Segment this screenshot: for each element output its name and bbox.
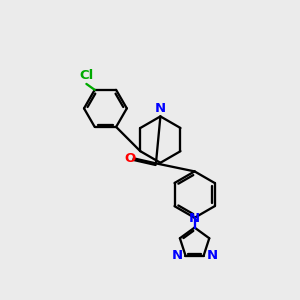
Text: Cl: Cl <box>79 69 94 82</box>
Text: N: N <box>207 249 218 262</box>
Text: N: N <box>171 249 182 262</box>
Text: N: N <box>155 102 166 115</box>
Text: N: N <box>189 212 200 226</box>
Text: O: O <box>124 152 135 165</box>
